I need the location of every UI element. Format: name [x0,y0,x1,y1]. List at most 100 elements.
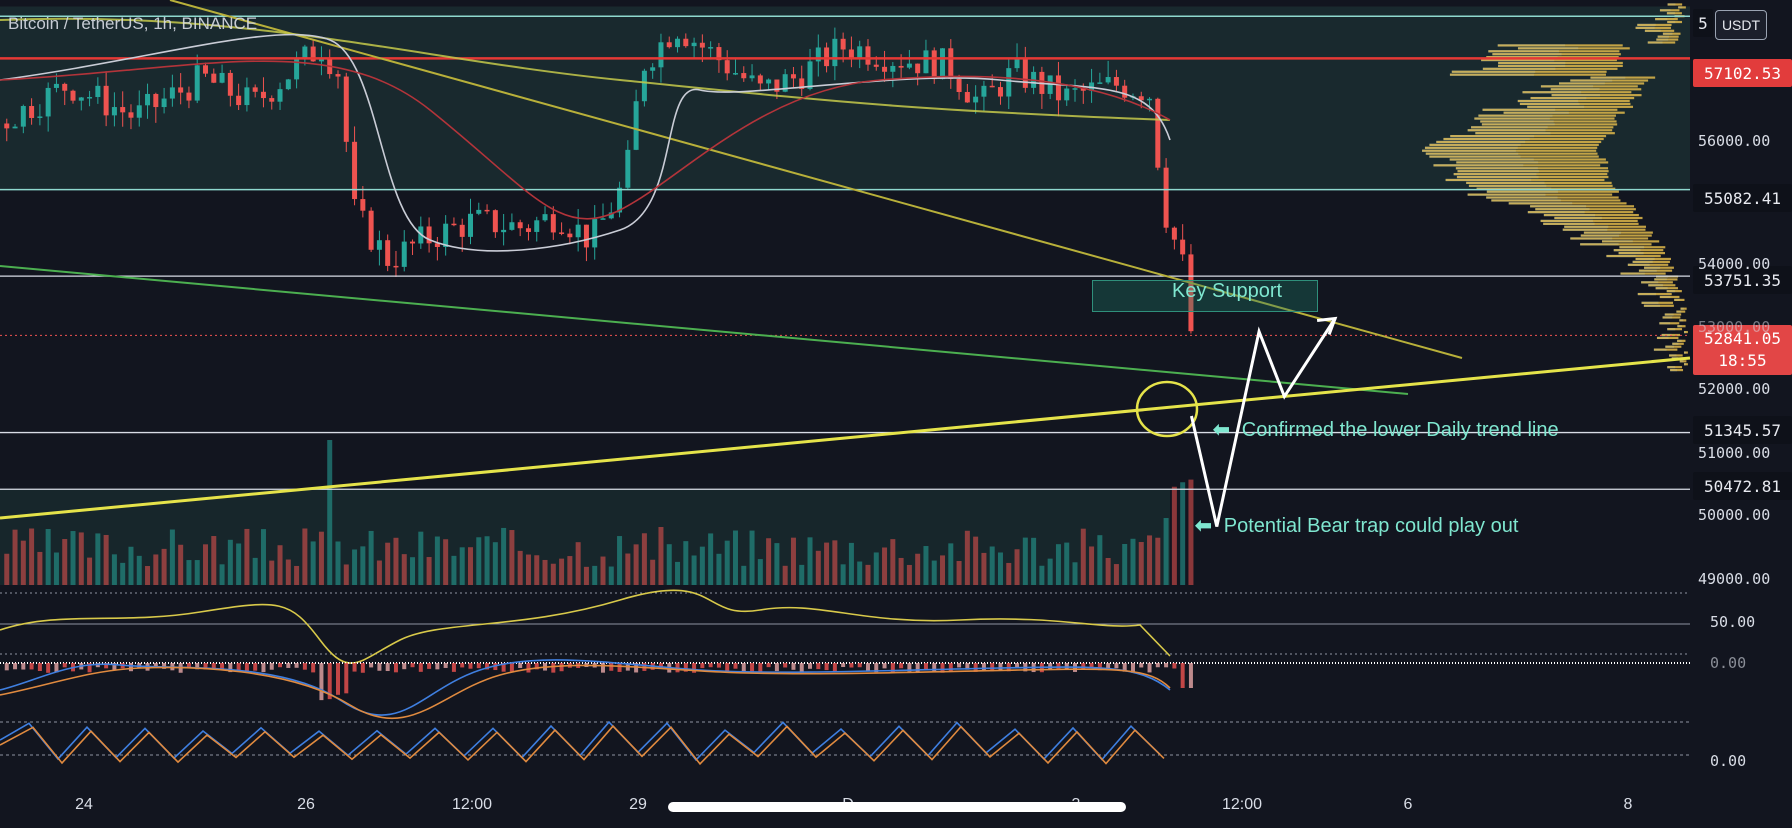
volume-bar [617,536,623,585]
macd-histogram-bar [211,663,216,669]
candle-body [517,222,523,229]
daily-trendline [0,356,1691,520]
macd-histogram-bar [1139,663,1144,668]
volume-profile-bar-up [1666,12,1682,15]
candle-body [103,85,109,116]
zone-low-price-tag: 55082.41 [1693,184,1792,212]
left-arrow-icon: ⬅ [1213,419,1230,441]
volume-bar [749,530,755,585]
volume-profile-bar-up [1583,231,1653,234]
left-arrow-icon: ⬅ [1195,515,1212,537]
volume-profile-bar-up [1644,29,1675,32]
volume-bar [252,557,258,585]
x-tick-label: 26 [297,796,315,813]
volume-bar [169,529,175,585]
volume-bar [658,527,664,585]
volume-bar [1022,537,1028,585]
candle-body [650,67,656,71]
volume-profile-bar-up [1467,193,1613,196]
volume-bar [517,550,523,585]
volume-bar [318,531,324,585]
volume-bar [691,555,697,585]
candle-body [244,87,250,106]
volume-bar [1171,486,1177,585]
volume-bar [443,539,449,585]
candle-body [625,149,631,188]
macd-histogram-bar [551,663,556,673]
macd-histogram-bar [1015,663,1020,668]
volume-profile-bar-up [1677,325,1686,328]
macd-histogram-bar [468,663,473,669]
moving-average-mid [0,60,1171,220]
candle-body [749,75,755,79]
volume-profile-bar-up [1451,70,1607,73]
key-support-price-tag: 53751.35 [1693,266,1792,294]
volume-bar [1089,546,1095,585]
candle-body [37,116,43,118]
macd-histogram-bar [692,663,697,673]
volume-bar [434,536,440,585]
macd-histogram-bar [46,663,51,673]
volume-bar [857,561,863,585]
symbol-title[interactable]: Bitcoin / TetherUS, 1h, BINANCE [8,14,258,33]
projection-arrowhead [1316,316,1338,336]
macd-histogram-bar [1106,663,1111,671]
candle-body [691,42,697,47]
currency-badge[interactable]: USDT [1715,10,1767,40]
candle-body [799,78,805,89]
volume-bar [774,543,780,585]
volume-bar [583,566,589,585]
volume-bar [1080,528,1086,585]
candle-body [964,92,970,103]
macd-histogram-bar [899,663,904,669]
volume-bar [178,544,184,585]
macd-histogram-bar [683,663,688,672]
stoch-d-line [0,724,1165,766]
volume-bar [203,544,209,585]
volume-bar [194,560,200,585]
macd-line [0,659,1171,716]
candle-body [824,47,830,67]
volume-profile-bar-up [1667,20,1683,24]
candle-body [227,72,233,96]
volume-bar [525,554,531,585]
candle-body [774,79,780,92]
candle-body [534,220,540,232]
candle-body [550,214,556,233]
candle-body [741,73,747,79]
volume-profile-bar-up [1527,211,1634,214]
macd-histogram-bar [990,663,995,672]
macd-histogram-bar [600,663,605,673]
candle-body [186,92,192,101]
macd-histogram-bar [261,663,266,673]
candle-body [1089,82,1095,91]
candle-body [542,214,548,221]
volume-bar [906,564,912,585]
volume-bar [45,528,51,585]
candle-body [790,74,796,79]
macd-histogram-bar [104,663,109,669]
candle-body [732,73,738,75]
volume-bar [1097,535,1103,585]
volume-profile-bar-up [1590,76,1656,79]
candle-body [128,112,134,118]
candle-body [501,229,507,233]
volume-bar [683,541,689,585]
candle-body [956,78,962,93]
candle-body [815,47,821,62]
volume-profile-bar-up [1664,313,1682,316]
candle-body [1147,98,1153,101]
volume-profile-bar-up [1666,290,1682,293]
volume-bar [766,538,772,585]
volume-profile-bar-up [1455,167,1609,170]
y-tick-label: 54000.00 [1698,255,1771,273]
candle-body [583,224,589,248]
macd-histogram-bar [965,663,970,670]
home-indicator[interactable] [668,802,1126,812]
volume-bar [186,560,192,585]
candle-body [360,199,366,211]
candle-body [948,48,954,79]
volume-bar [923,546,929,585]
volume-bar [501,527,507,585]
